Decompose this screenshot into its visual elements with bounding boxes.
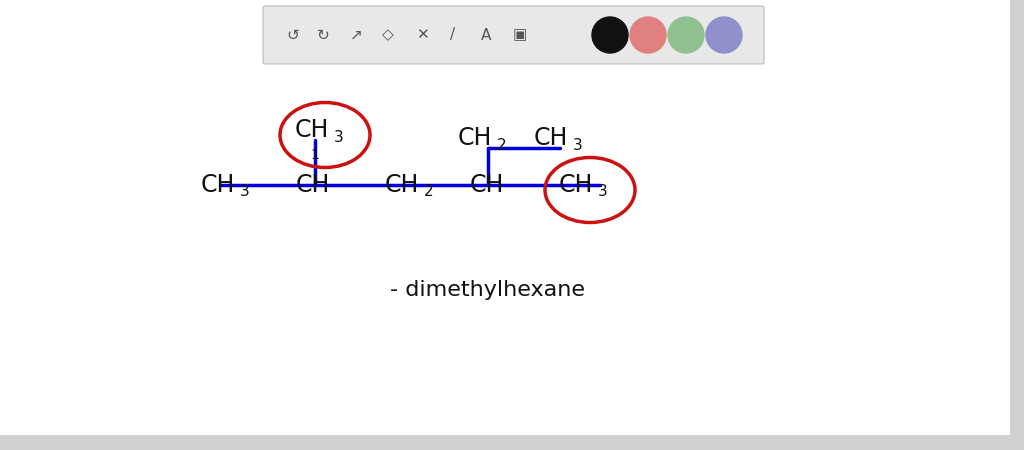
Bar <box>0 435 1010 450</box>
Text: CH: CH <box>559 173 593 197</box>
Text: CH: CH <box>385 173 419 197</box>
FancyBboxPatch shape <box>263 6 764 64</box>
Text: /: / <box>451 27 456 42</box>
Circle shape <box>706 17 742 53</box>
Circle shape <box>668 17 705 53</box>
Text: ◇: ◇ <box>382 27 394 42</box>
Text: 1: 1 <box>310 148 319 162</box>
Text: CH: CH <box>295 118 329 142</box>
Text: 2: 2 <box>424 184 433 199</box>
Text: CH: CH <box>201 173 236 197</box>
Text: ↗: ↗ <box>349 27 362 42</box>
Text: CH: CH <box>458 126 493 150</box>
Text: CH: CH <box>470 173 504 197</box>
Text: ▣: ▣ <box>513 27 527 42</box>
Bar <box>1010 0 1024 450</box>
Text: A: A <box>481 27 492 42</box>
Text: 3: 3 <box>598 184 608 199</box>
Text: 3: 3 <box>573 138 583 153</box>
Text: - dimethylhexane: - dimethylhexane <box>390 280 585 300</box>
Text: ↺: ↺ <box>287 27 299 42</box>
Text: ✕: ✕ <box>416 27 428 42</box>
Circle shape <box>592 17 628 53</box>
Text: ↻: ↻ <box>316 27 330 42</box>
Circle shape <box>630 17 666 53</box>
Text: CH: CH <box>296 173 330 197</box>
Text: 2: 2 <box>497 138 507 153</box>
Text: CH: CH <box>534 126 568 150</box>
Text: 3: 3 <box>334 130 344 144</box>
Text: 3: 3 <box>240 184 250 199</box>
